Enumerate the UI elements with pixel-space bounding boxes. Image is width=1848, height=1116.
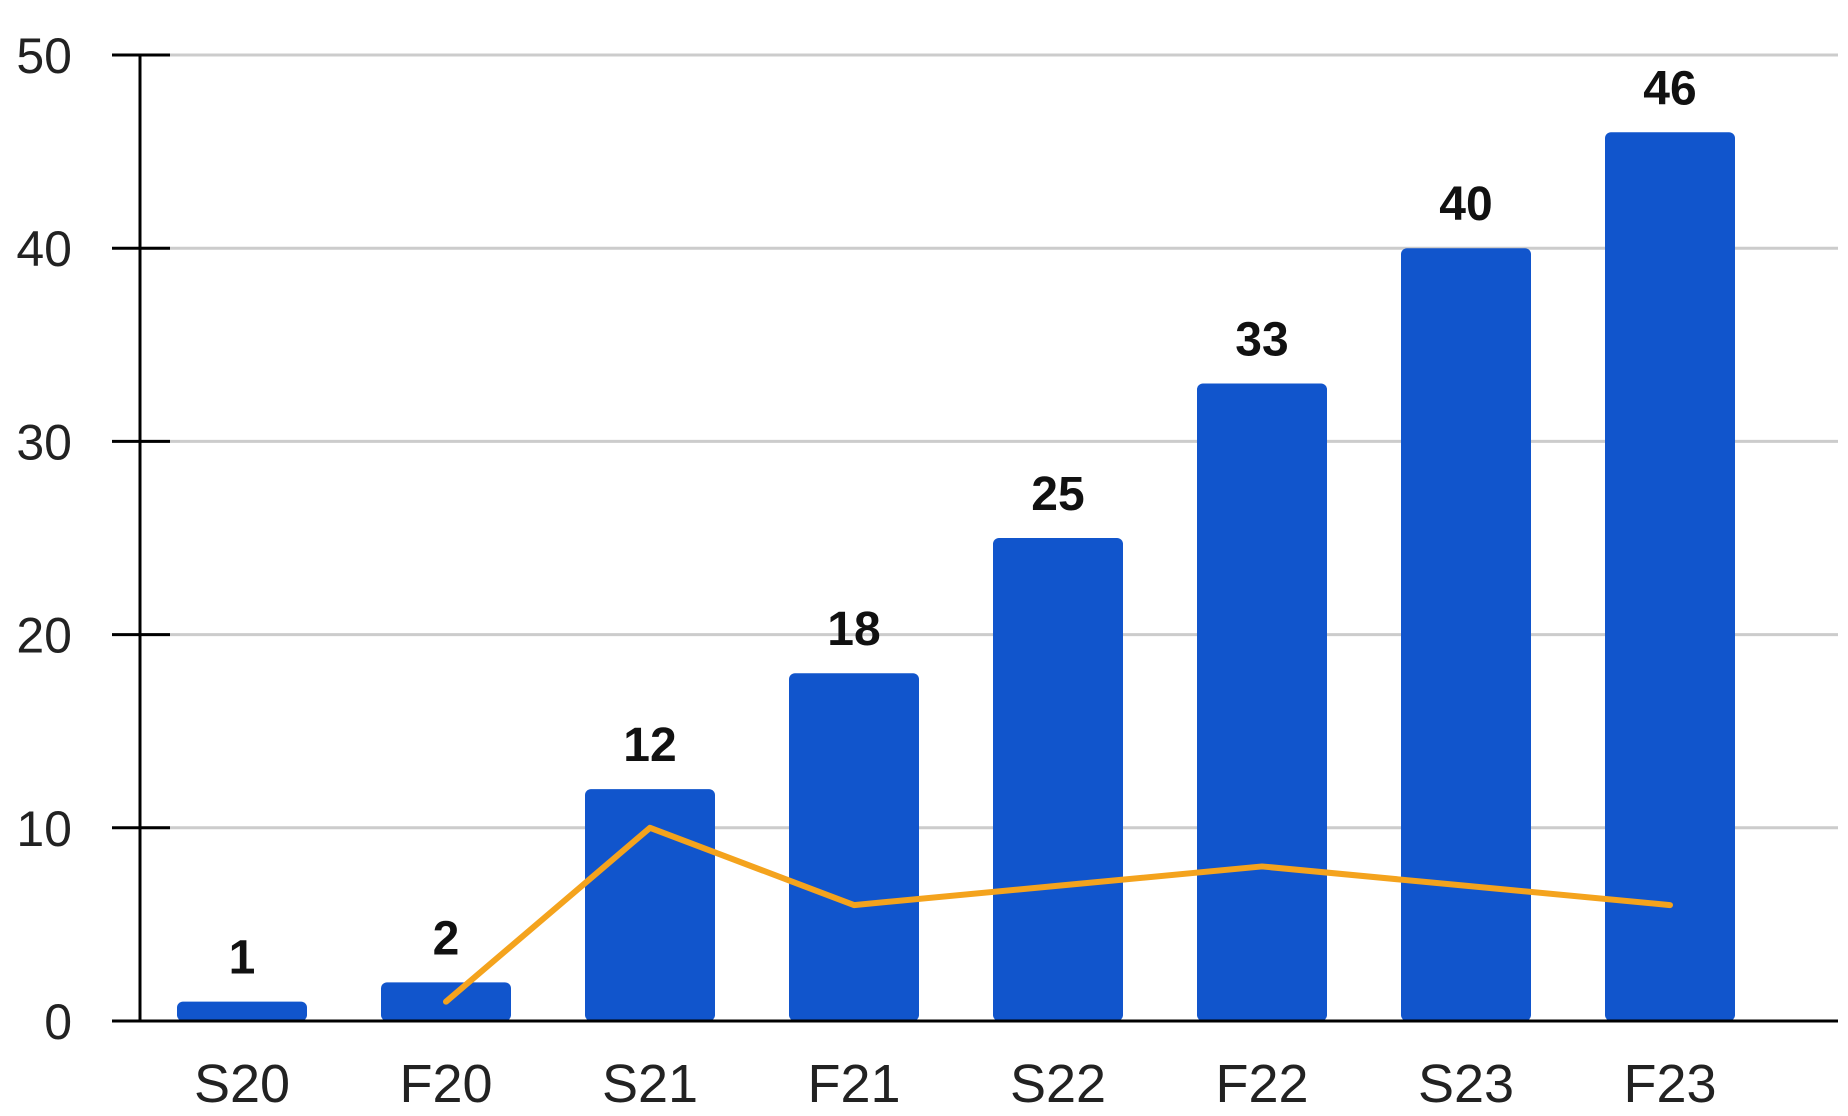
- data-label: 33: [1235, 313, 1288, 366]
- line-point: [1261, 865, 1263, 868]
- x-tick-label: F22: [1215, 1054, 1308, 1114]
- data-label: 12: [623, 719, 676, 772]
- gridlines: [140, 53, 1838, 830]
- y-tick-label: 20: [16, 608, 72, 664]
- y-tick-label: 40: [16, 221, 72, 277]
- y-tick-label: 30: [16, 414, 72, 470]
- data-label: 2: [433, 912, 460, 965]
- line-point: [649, 826, 651, 829]
- line-point: [853, 904, 855, 907]
- bar: [585, 789, 715, 1021]
- bar: [993, 538, 1123, 1021]
- line-series: [443, 824, 1673, 1005]
- x-tick-label: S21: [602, 1054, 698, 1114]
- axes: [112, 53, 1838, 1023]
- data-label: 46: [1643, 62, 1696, 115]
- y-tick-label: 10: [16, 801, 72, 857]
- bar: [1197, 383, 1327, 1021]
- bar: [789, 673, 919, 1021]
- data-label: 18: [827, 603, 880, 656]
- data-label: 25: [1031, 468, 1084, 521]
- data-label: 1: [229, 932, 256, 985]
- bar: [1401, 248, 1531, 1021]
- bar-series: [177, 132, 1735, 1021]
- line-point: [1465, 884, 1467, 887]
- x-tick-label: F20: [399, 1054, 492, 1114]
- x-tick-label: S22: [1010, 1054, 1106, 1114]
- x-tick-label: S20: [194, 1054, 290, 1114]
- line-point: [1669, 904, 1671, 907]
- line-point: [1057, 884, 1059, 887]
- y-tick-label: 50: [16, 28, 72, 84]
- x-tick-label: F23: [1623, 1054, 1716, 1114]
- data-label: 40: [1439, 178, 1492, 231]
- y-tick-label: 0: [44, 994, 72, 1050]
- bar: [1605, 132, 1735, 1021]
- bar: [177, 1001, 307, 1021]
- x-tick-label: F21: [807, 1054, 900, 1114]
- line-point: [445, 1000, 447, 1003]
- x-tick-label: S23: [1418, 1054, 1514, 1114]
